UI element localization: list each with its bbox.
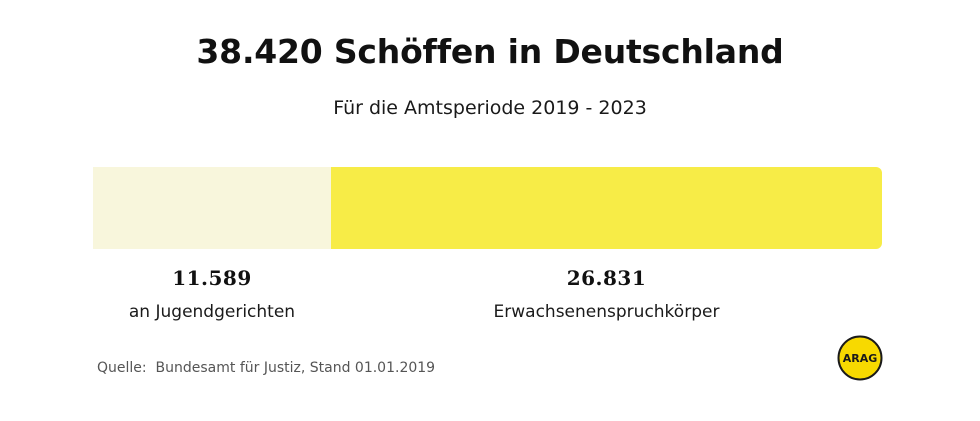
bar-segment-erwachsenenspruchkoerper [330, 167, 882, 249]
chart-subtitle: Für die Amtsperiode 2019 - 2023 [333, 97, 647, 119]
stacked-bar [93, 167, 882, 249]
category-label: Erwachsenenspruchkörper [493, 302, 720, 322]
svg-text:ARAG: ARAG [843, 352, 878, 365]
data-label-value: 26.831 [566, 266, 647, 290]
category-label: an Jugendgerichten [128, 302, 296, 322]
segment-label-erwachsenenspruchkoerper: 26.831 Erwachsenenspruchkörper [494, 264, 720, 324]
segment-label-jugendgerichte: 11.589 an Jugendgerichten [129, 264, 295, 324]
chart-title: 38.420 Schöffen in Deutschland [196, 32, 784, 71]
data-label-value: 11.589 [172, 266, 252, 290]
source-note: Quelle: Bundesamt für Justiz, Stand 01.0… [97, 360, 436, 376]
bar-segment-jugendgerichte [93, 167, 331, 249]
arag-logo: ARAG [837, 335, 883, 381]
